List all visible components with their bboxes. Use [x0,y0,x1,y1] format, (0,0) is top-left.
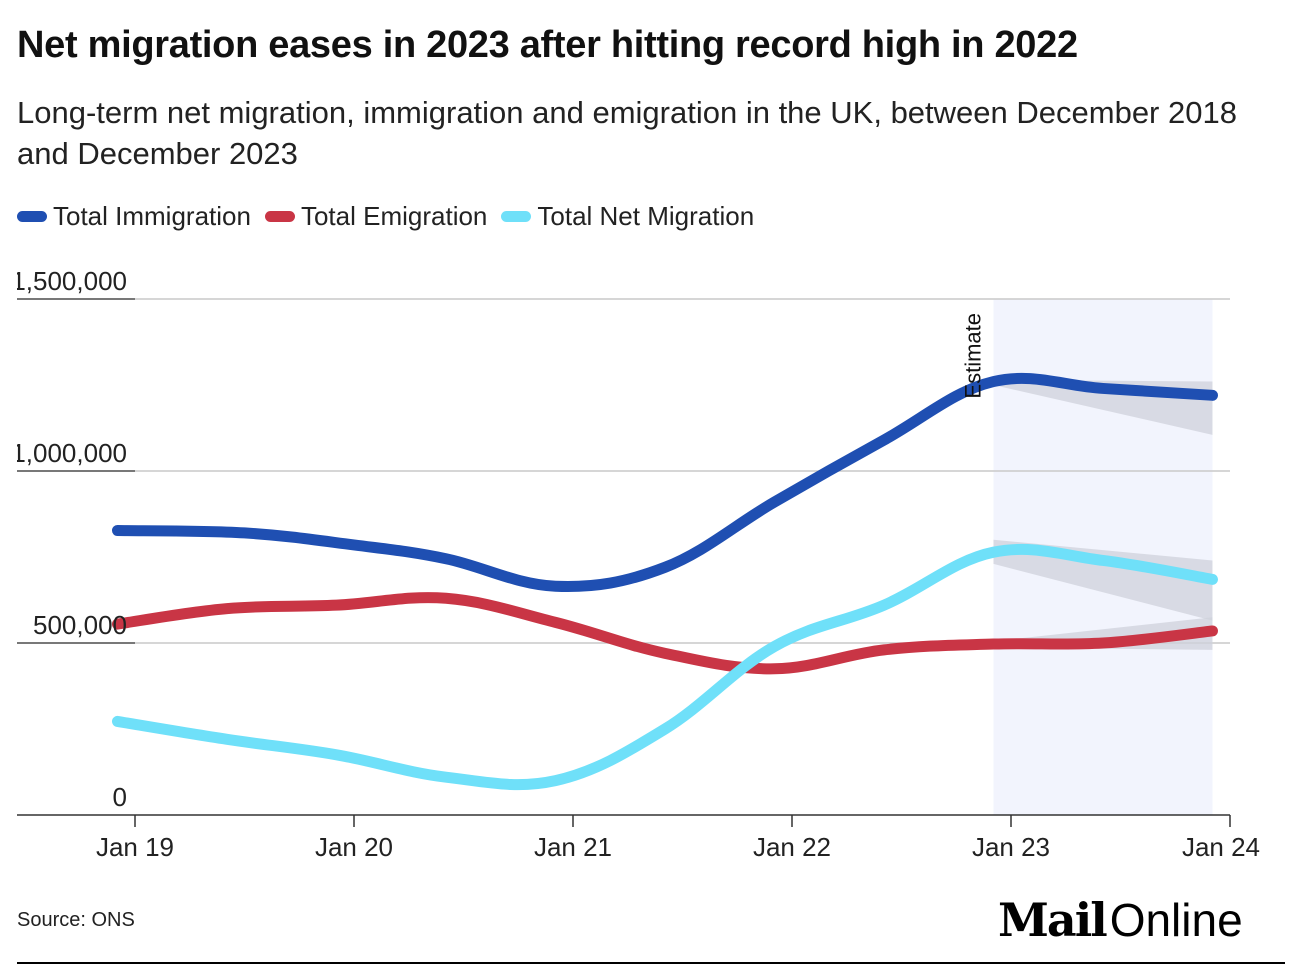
y-tick-label: 1,500,000 [11,266,127,296]
chart-title: Net migration eases in 2023 after hittin… [17,24,1078,66]
legend-label-emigration: Total Emigration [300,201,488,231]
source-note: Source: ONS [17,909,135,931]
estimate-label: Estimate [960,313,985,399]
mailonline-logo: Mail Online [998,893,1243,947]
y-tick-label: 1,000,000 [11,438,127,468]
legend-item-immigration: Total Immigration [17,201,251,232]
series-line-total-immigration [111,372,1218,592]
x-tick-label: Jan 21 [534,832,612,862]
legend: Total Immigration Total Emigration Total… [17,201,768,232]
legend-swatch-immigration [17,211,47,222]
legend-swatch-emigration [264,211,295,222]
bottom-rule [17,962,1285,964]
legend-item-emigration: Total Emigration [264,201,488,232]
legend-item-net-migration: Total Net Migration [501,201,754,232]
series-line-total-emigration [111,592,1218,675]
legend-label-net-migration: Total Net Migration [537,201,755,231]
legend-swatch-net-migration [501,211,532,222]
uncertainty-band-total-net-migration [993,539,1213,621]
x-tick-label: Jan 24 [1182,832,1260,862]
line-chart: Jan 19 Jan 20 Jan 21 Jan 22 Jan 23 Jan 24 Esti… [11,266,1260,862]
x-tick-label: Jan 23 [972,832,1050,862]
y-tick-label: 500,000 [33,610,127,640]
chart-subtitle: Long-term net migration, immigration and… [17,95,1237,171]
x-tick-label: Jan 19 [96,832,174,862]
x-tick-label: Jan 20 [315,832,393,862]
x-tick-label: Jan 22 [753,832,831,862]
logo-online-text: Online [1109,894,1243,946]
logo-mail-text: Mail [998,893,1108,947]
series-line-total-net-migration [111,543,1218,791]
y-tick-label: 0 [113,782,127,812]
legend-label-immigration: Total Immigration [53,201,251,231]
